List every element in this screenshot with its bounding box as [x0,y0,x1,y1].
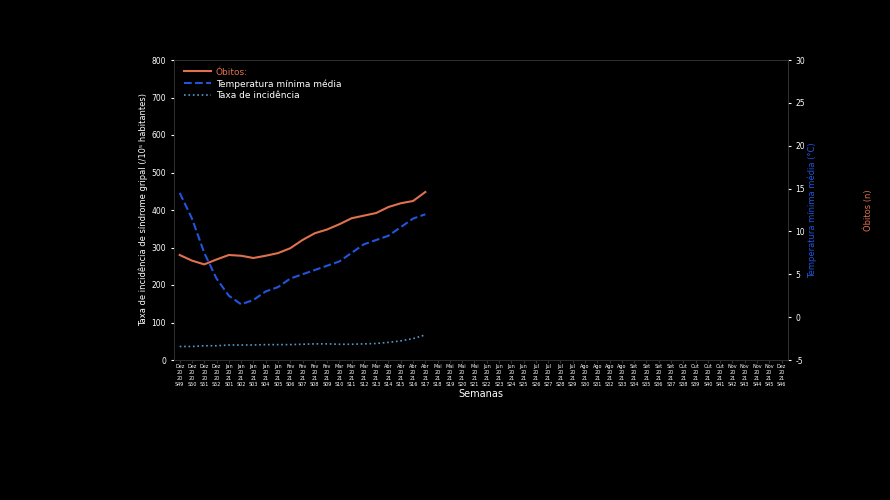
Taxa de incidência [236,342,247,348]
Taxa de incidência [359,341,369,347]
Óbitos: [272,250,283,256]
Temperatura mínima média [174,190,185,196]
Óbitos: [334,221,344,227]
Taxa de incidência [174,344,185,349]
Legend: Óbitos:, Temperatura mínima média, Taxa de incidência: Óbitos:, Temperatura mínima média, Taxa … [184,68,341,100]
Temperatura mínima média [261,288,271,294]
Temperatura mínima média [371,237,382,243]
Temperatura mínima média [223,292,234,298]
Taxa de incidência [248,342,259,348]
Óbitos: [346,215,357,221]
Temperatura mínima média [359,242,369,248]
Óbitos: [285,245,295,251]
Taxa de incidência [285,342,295,347]
Óbitos: [223,252,234,258]
Taxa de incidência [187,344,198,349]
Taxa de incidência [371,340,382,346]
Óbitos: [310,230,320,236]
Taxa de incidência [297,341,308,347]
Y-axis label: Taxa de incidência de síndrome gripal (/10⁵ habitantes): Taxa de incidência de síndrome gripal (/… [139,94,149,326]
Temperatura mínima média [384,232,394,238]
Line: Óbitos:: Óbitos: [180,192,425,264]
Óbitos: [371,210,382,216]
Taxa de incidência [199,343,210,349]
Temperatura mínima média [297,272,308,278]
Óbitos: [297,237,308,243]
Taxa de incidência [261,342,271,347]
Taxa de incidência [223,342,234,348]
Taxa de incidência [322,341,333,347]
Temperatura mínima média [211,276,222,281]
Line: Temperatura mínima média: Temperatura mínima média [180,193,425,304]
Óbitos: [408,198,418,204]
Taxa de incidência [384,340,394,345]
Text: Óbitos (n): Óbitos (n) [863,189,872,231]
Óbitos: [322,226,333,232]
Óbitos: [248,255,259,261]
Temperatura mínima média [346,250,357,256]
Taxa de incidência [211,343,222,349]
Óbitos: [395,200,406,206]
Taxa de incidência [395,338,406,344]
Temperatura mínima média [236,302,247,308]
Temperatura mínima média [272,284,283,290]
Óbitos: [261,253,271,259]
Óbitos: [384,204,394,210]
X-axis label: Semanas: Semanas [458,390,503,400]
Óbitos: [359,212,369,218]
Taxa de incidência [346,341,357,347]
Óbitos: [199,262,210,268]
Temperatura mínima média [187,216,198,222]
Óbitos: [236,253,247,259]
Taxa de incidência [310,341,320,347]
Temperatura mínima média [310,267,320,273]
Temperatura mínima média [395,224,406,230]
Temperatura mínima média [248,297,259,303]
Temperatura mínima média [322,262,333,268]
Temperatura mínima média [408,216,418,222]
Óbitos: [187,258,198,264]
Temperatura mínima média [334,258,344,264]
Taxa de incidência [334,341,344,347]
Temperatura mínima média [199,250,210,256]
Taxa de incidência [272,342,283,347]
Taxa de incidência [420,332,431,338]
Óbitos: [174,252,185,258]
Taxa de incidência [408,336,418,342]
Y-axis label: Temperatura mínima média (°C): Temperatura mínima média (°C) [808,142,817,278]
Temperatura mínima média [420,212,431,218]
Temperatura mínima média [285,276,295,281]
Óbitos: [420,189,431,195]
Óbitos: [211,256,222,262]
Line: Taxa de incidência: Taxa de incidência [180,335,425,346]
